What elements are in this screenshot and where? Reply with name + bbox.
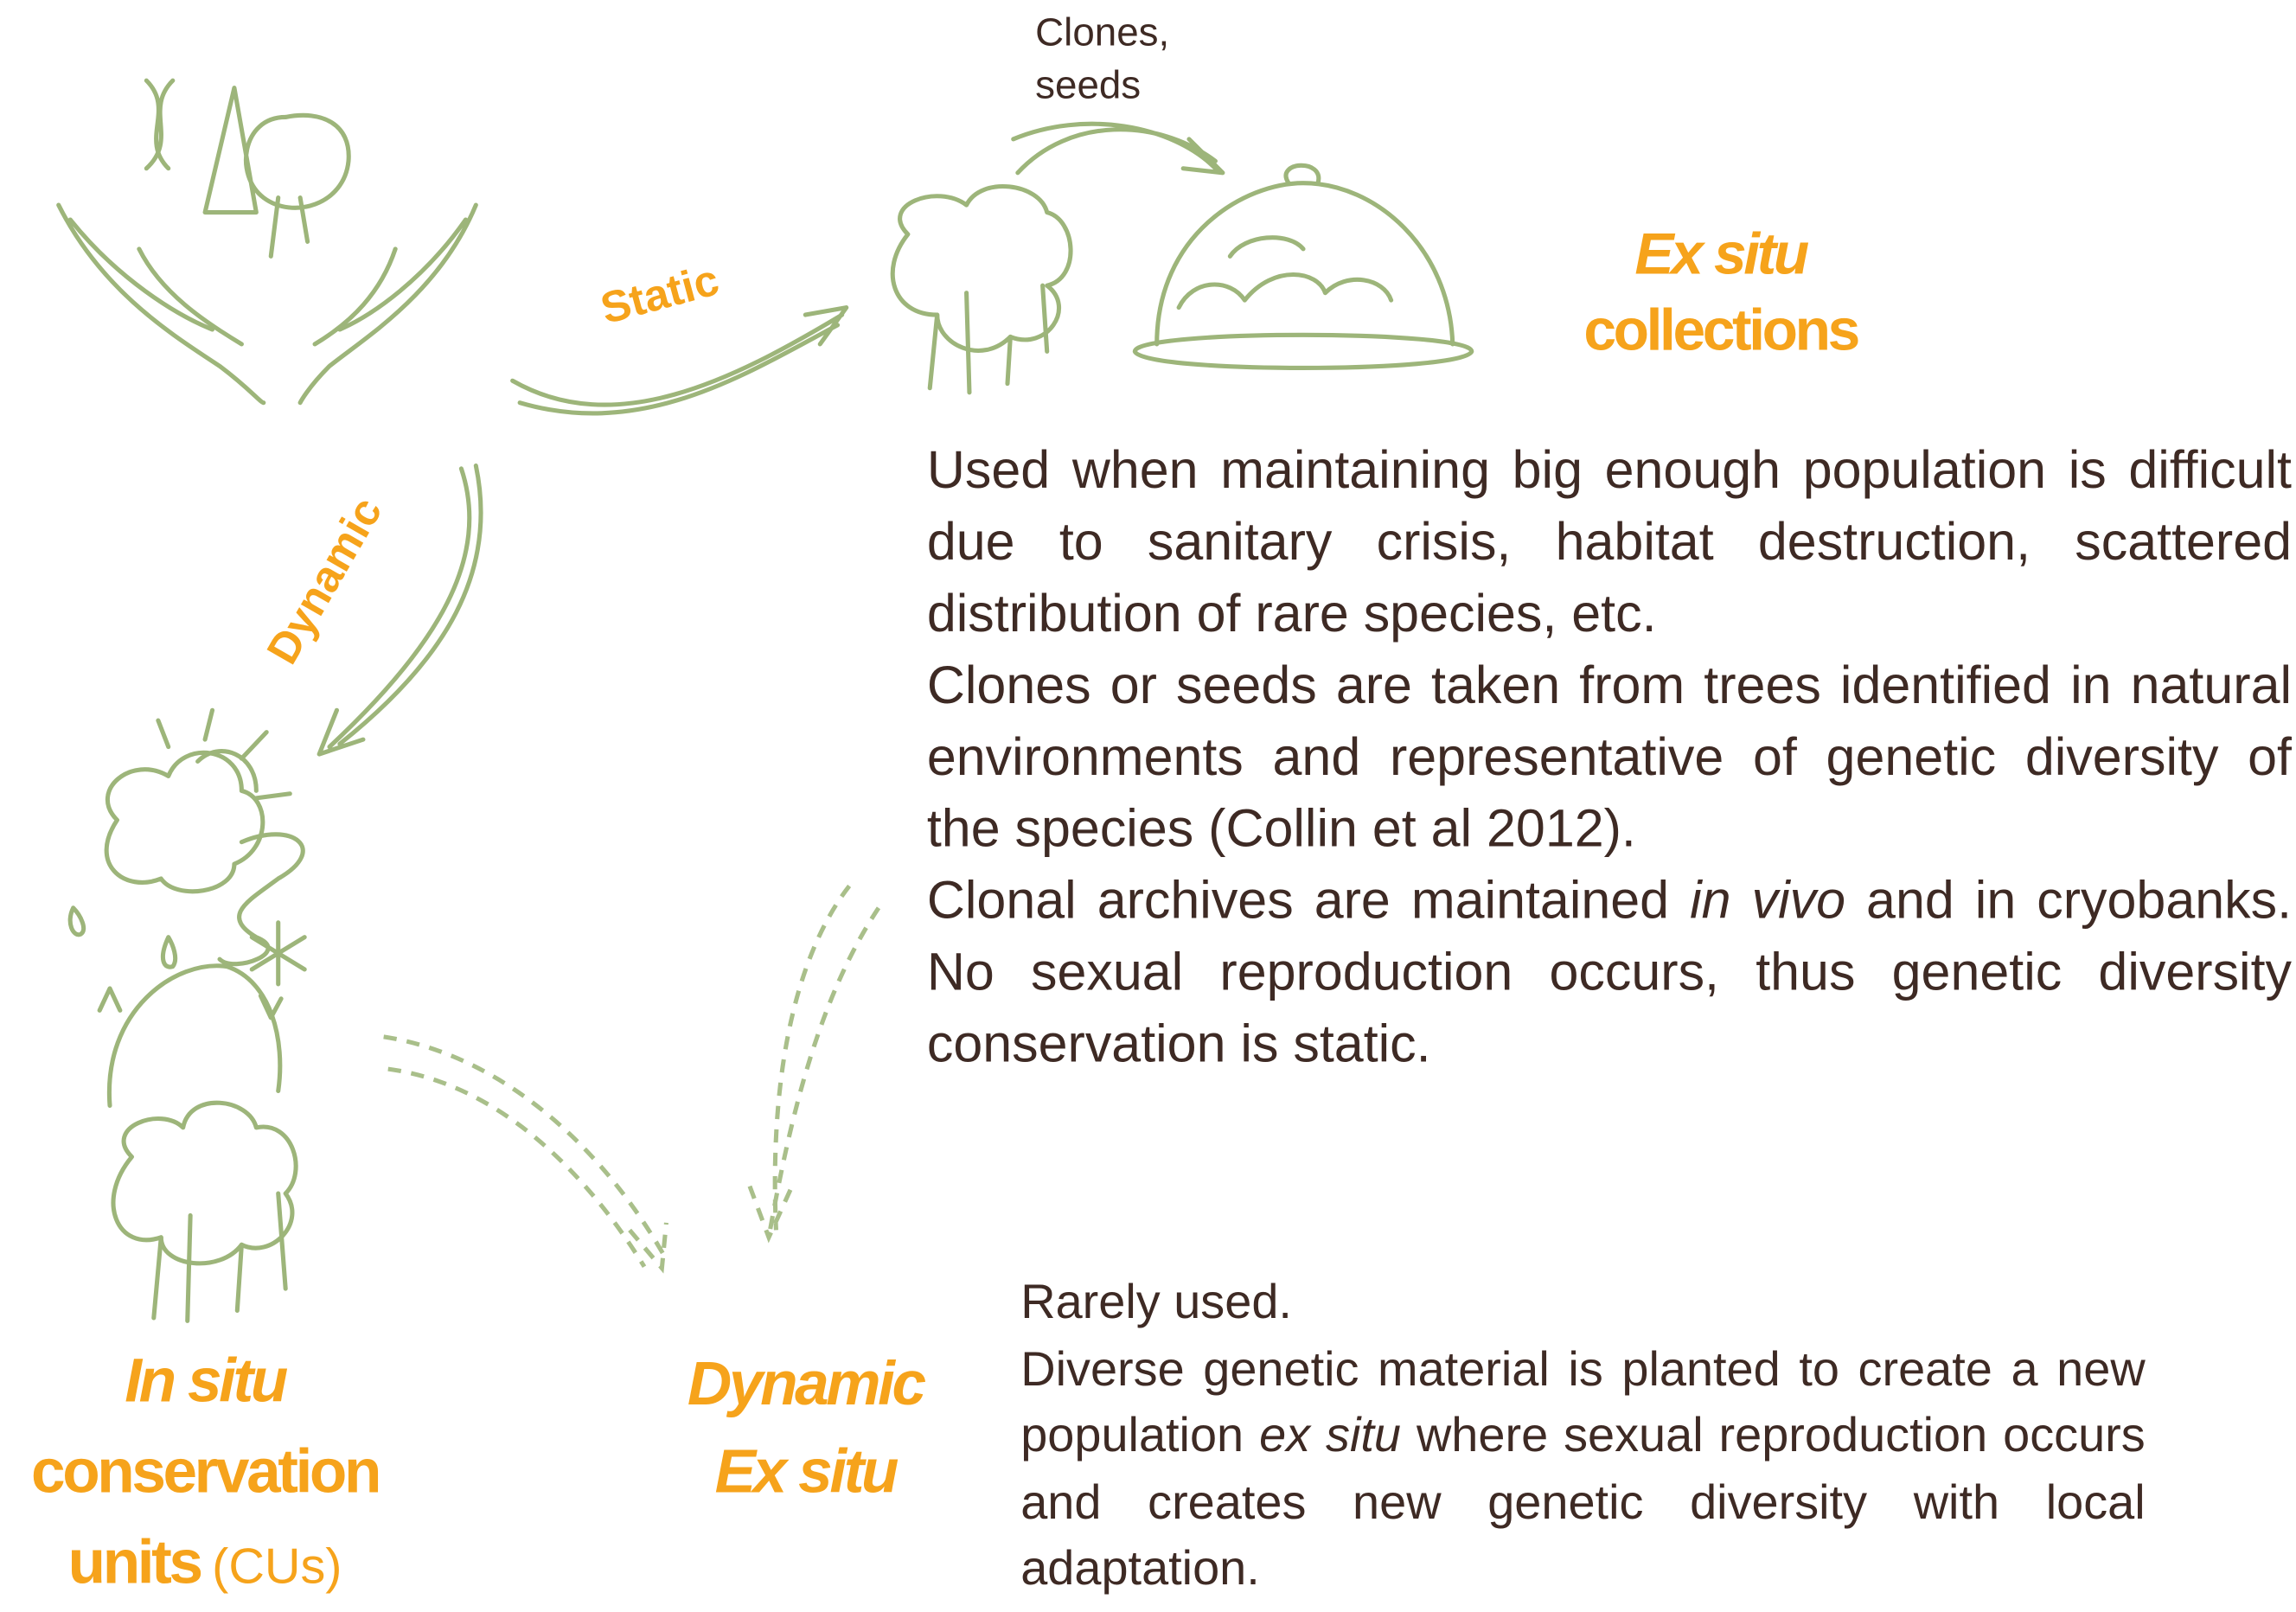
- label-line: Clones,: [1035, 6, 1169, 59]
- paragraph: Clones or seeds are taken from trees ide…: [927, 649, 2292, 864]
- label-line: seeds: [1035, 59, 1169, 112]
- clones-seeds-label: Clones,seeds: [1035, 6, 1169, 112]
- dashed-arrow-left: [384, 1037, 667, 1269]
- paragraph: Rarely used.: [1020, 1268, 2145, 1334]
- title-line: Dynamic: [666, 1340, 944, 1428]
- dome-icon: [1135, 165, 1471, 368]
- text-segment: conservation: [31, 1436, 379, 1506]
- hands-icon: [59, 80, 476, 403]
- weather-icon: [70, 710, 304, 984]
- clones-arrow: [1014, 124, 1223, 173]
- forest-icon: [113, 1103, 296, 1321]
- title-line: units(CUs): [15, 1517, 395, 1612]
- dynamic-ex-situ-description: Rarely used. Diverse genetic material is …: [1020, 1268, 2145, 1601]
- title-line: Ex situ: [1552, 217, 1889, 293]
- text-segment: collections: [1583, 298, 1858, 363]
- title-line: collections: [1552, 293, 1889, 369]
- cycle-arrow: [99, 966, 281, 1106]
- diagram: Clones,seeds Static Dynamic Ex situcolle…: [0, 0, 2296, 1599]
- ex-situ-description: Used when maintaining big enough populat…: [927, 433, 2292, 1079]
- paragraph: Used when maintaining big enough populat…: [927, 433, 2292, 649]
- static-arrow: [513, 308, 847, 413]
- title-line: Ex situ: [666, 1428, 944, 1516]
- text-segment: Clonal archives are maintained: [927, 870, 1690, 930]
- in-situ-title: In situ conservation units(CUs): [15, 1335, 395, 1612]
- paragraph: Clonal archives are maintained in vivo a…: [927, 864, 2292, 1079]
- title-line: In situ: [15, 1335, 395, 1426]
- text-segment: Dynamic: [688, 1349, 924, 1418]
- text-segment: Ex situ: [715, 1436, 896, 1506]
- ex-situ-title: Ex situ collections: [1552, 217, 1889, 369]
- paragraph: Diverse genetic material is planted to c…: [1020, 1334, 2145, 1601]
- text-segment: Clones or seeds are taken from trees ide…: [927, 655, 2292, 858]
- title-line: conservation: [15, 1426, 395, 1517]
- dashed-arrow-right: [750, 886, 879, 1237]
- text-segment: Used when maintaining big enough populat…: [927, 439, 2292, 643]
- trees-icon: [892, 187, 1071, 393]
- text-segment: units: [68, 1527, 201, 1596]
- text-segment: ex situ: [1259, 1407, 1401, 1462]
- text-segment: Ex situ: [1634, 222, 1806, 287]
- dynamic-ex-situ-title: Dynamic Ex situ: [666, 1340, 944, 1515]
- text-segment: in vivo: [1690, 870, 1845, 930]
- text-segment: In situ: [125, 1346, 285, 1415]
- page: Clones,seeds Static Dynamic Ex situcolle…: [0, 0, 2296, 1599]
- text-segment: Rarely used.: [1020, 1274, 1292, 1328]
- title-suffix: (CUs): [212, 1539, 342, 1595]
